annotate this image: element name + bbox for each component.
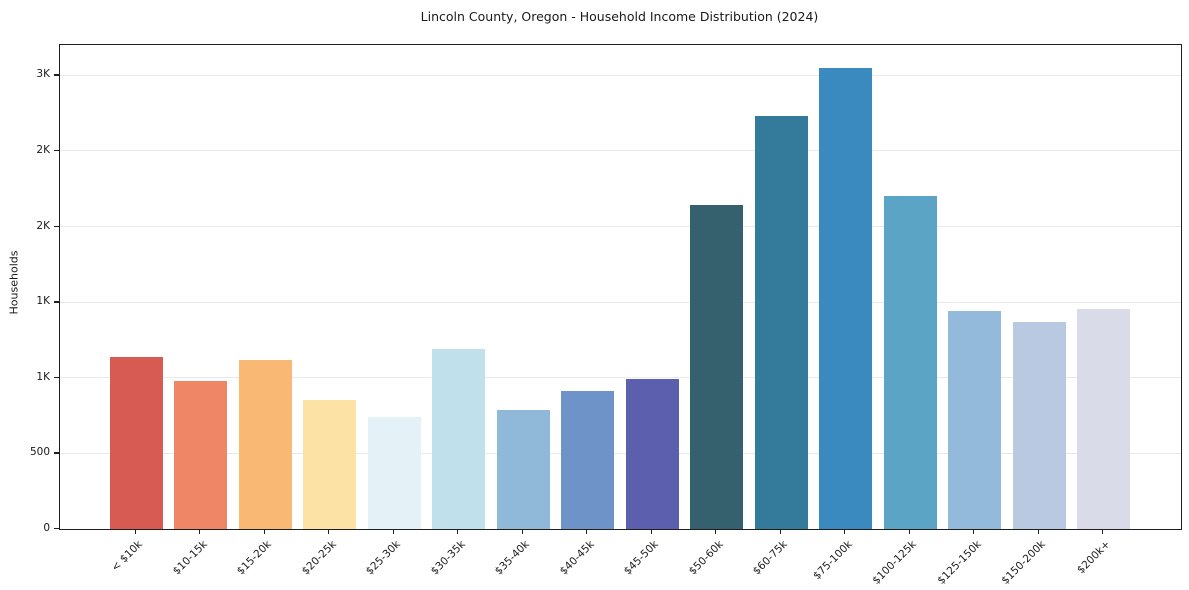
x-tick-label: $20-25k: [299, 538, 339, 578]
y-tick-mark: [54, 74, 59, 76]
y-tick-mark: [54, 149, 59, 152]
y-tick-label: 500: [29, 446, 50, 459]
bar-9: [625, 378, 679, 529]
x-tick-mark: [973, 529, 975, 535]
x-tick-label: $15-20k: [234, 538, 274, 578]
bar-2: [174, 380, 227, 529]
x-tick-mark: [457, 529, 459, 535]
x-tick-label: $200k+: [1074, 538, 1113, 577]
bar-14: [948, 311, 1001, 529]
x-tick-label: $100-125k: [870, 538, 919, 587]
x-tick-label: $45-50k: [621, 538, 661, 578]
x-tick-mark: [1102, 529, 1104, 535]
x-tick-mark: [134, 529, 136, 535]
bar-5: [367, 417, 421, 529]
y-tick-label: 2K: [36, 219, 50, 232]
x-tick-label: $150-200k: [999, 538, 1048, 587]
x-tick-label: $60-75k: [750, 538, 790, 578]
bar-8: [561, 390, 614, 529]
y-tick-mark: [54, 452, 59, 454]
bar-10: [690, 204, 743, 529]
x-tick-mark: [586, 529, 588, 535]
bar-1: [109, 357, 163, 529]
bar-12: [819, 68, 872, 529]
x-tick-mark: [844, 529, 846, 535]
x-tick-label: $30-35k: [428, 538, 468, 578]
y-tick-label: 1K: [36, 370, 50, 383]
x-tick-mark: [1037, 529, 1039, 535]
x-tick-mark: [199, 529, 201, 535]
x-tick-mark: [263, 529, 265, 535]
bar-15: [1012, 321, 1066, 529]
chart-title: Lincoln County, Oregon - Household Incom…: [420, 9, 819, 24]
y-tick-mark: [54, 301, 59, 303]
x-tick-label: $40-45k: [557, 538, 597, 578]
y-tick-label: 1K: [36, 295, 50, 308]
y-tick-label: 3K: [36, 68, 50, 81]
x-tick-mark: [650, 529, 652, 535]
gridline: [60, 74, 1181, 76]
x-tick-mark: [328, 529, 330, 535]
x-tick-label: $125-150k: [934, 538, 984, 587]
gridline: [60, 226, 1181, 227]
y-tick-mark: [54, 376, 59, 379]
bar-11: [754, 116, 808, 529]
gridline: [60, 452, 1181, 454]
y-axis-title: Households: [7, 250, 21, 315]
x-tick-mark: [908, 529, 910, 535]
x-tick-mark: [779, 529, 781, 535]
y-tick-mark: [54, 528, 59, 530]
x-tick-label: $25-30k: [363, 538, 403, 578]
x-tick-label: $75-100k: [810, 538, 855, 583]
gridline: [60, 150, 1181, 152]
gridline: [60, 377, 1181, 379]
x-tick-mark: [715, 529, 717, 535]
x-tick-label: $10-15k: [170, 538, 210, 578]
y-tick-mark: [54, 225, 59, 227]
x-tick-mark: [521, 529, 523, 535]
plot-area: [59, 44, 1182, 530]
x-tick-mark: [392, 529, 394, 535]
bar-16: [1077, 308, 1130, 529]
x-tick-label: < $10k: [109, 538, 145, 574]
bar-6: [432, 349, 485, 529]
x-tick-label: $50-60k: [686, 538, 726, 578]
y-tick-label: 0: [43, 522, 50, 534]
x-tick-label: $35-40k: [492, 538, 532, 578]
bar-3: [238, 360, 292, 529]
gridline: [60, 301, 1181, 303]
bar-7: [496, 409, 550, 529]
y-tick-label: 2K: [36, 143, 50, 156]
bar-4: [303, 399, 356, 529]
bar-13: [883, 196, 937, 529]
